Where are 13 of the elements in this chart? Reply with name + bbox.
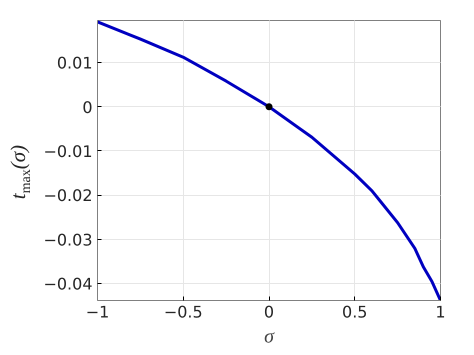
y-tick-label: −0.04 bbox=[43, 274, 92, 294]
x-tick-label: −0.5 bbox=[164, 302, 203, 322]
y-tick-label: −0.02 bbox=[43, 186, 92, 206]
x-tick-label: 1 bbox=[435, 302, 446, 322]
y-tick-label: −0.03 bbox=[43, 230, 92, 250]
x-tick-label: 0 bbox=[264, 302, 274, 322]
x-tick-label: 0.5 bbox=[342, 302, 368, 322]
y-tick-label: −0.01 bbox=[43, 142, 92, 161]
y-tick-label: 0.01 bbox=[56, 54, 92, 73]
y-tick-label: 0 bbox=[82, 98, 93, 117]
line-series bbox=[98, 20, 440, 300]
x-tick-label: −1 bbox=[86, 302, 110, 322]
x-axis-title: σ bbox=[264, 326, 276, 348]
